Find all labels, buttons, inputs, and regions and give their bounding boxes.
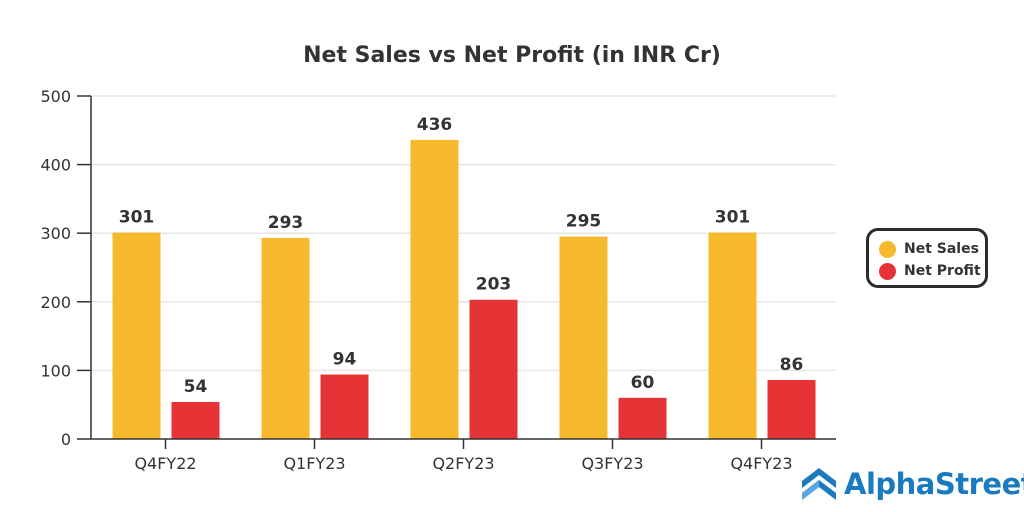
y-tick-label: 300: [40, 224, 71, 243]
bar-net-sales: [112, 232, 161, 439]
bar-net-profit: [171, 401, 220, 439]
bar-net-sales: [559, 236, 608, 439]
logo-text: AlphaStreet: [844, 467, 1024, 501]
chart-title: Net Sales vs Net Profit (in INR Cr): [303, 43, 721, 68]
legend-swatch: [879, 240, 896, 258]
y-tick-label: 500: [40, 87, 71, 106]
data-label: 86: [780, 355, 804, 375]
bar-net-profit: [320, 374, 369, 439]
bar-net-sales: [261, 238, 310, 439]
bar-net-sales: [410, 139, 459, 440]
data-label: 301: [715, 208, 751, 228]
bar-net-profit: [469, 299, 518, 439]
data-label: 295: [566, 212, 602, 232]
y-tick-label: 100: [40, 361, 71, 380]
bar-net-profit: [767, 380, 816, 439]
data-label: 94: [333, 350, 357, 370]
x-tick-label: Q4FY23: [730, 454, 792, 473]
y-tick-label: 200: [40, 293, 71, 312]
bar-net-sales: [708, 232, 757, 439]
legend-item-net-profit: Net Profit: [879, 260, 985, 282]
x-tick-label: Q3FY23: [581, 454, 643, 473]
data-label: 436: [417, 115, 453, 135]
data-label: 203: [476, 275, 512, 295]
data-label: 293: [268, 213, 304, 233]
legend-label: Net Profit: [904, 263, 981, 279]
data-label: 54: [184, 377, 208, 397]
legend-item-net-sales: Net Sales: [879, 238, 985, 260]
x-tick-label: Q4FY22: [134, 454, 196, 473]
x-tick-label: Q1FY23: [283, 454, 345, 473]
logo-icon: [802, 468, 836, 500]
x-tick-label: Q2FY23: [432, 454, 494, 473]
y-tick-label: 0: [61, 430, 71, 449]
legend-label: Net Sales: [904, 241, 979, 257]
data-label: 301: [119, 208, 155, 228]
legend: Net Sales Net Profit: [866, 228, 988, 288]
data-label: 60: [631, 373, 655, 393]
bar-net-profit: [618, 397, 667, 439]
y-tick-label: 400: [40, 156, 71, 175]
legend-swatch: [879, 262, 896, 280]
alphastreet-logo: AlphaStreet: [800, 466, 1024, 502]
